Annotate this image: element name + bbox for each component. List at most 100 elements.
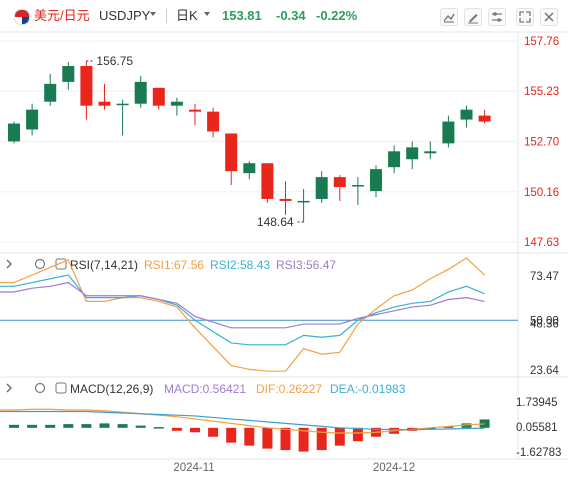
candle-body [333, 177, 346, 188]
rsi-series [0, 257, 518, 372]
current-price: 153.81 [222, 8, 262, 23]
macd-bar [226, 427, 237, 443]
period-selector[interactable]: 日K [176, 8, 198, 23]
macd-bar [63, 424, 74, 428]
price-tick-label: 157.76 [524, 36, 559, 48]
price-change-pct: -0.22% [316, 8, 358, 23]
macd-bar [81, 424, 92, 428]
macd-tick-label: -1.62783 [516, 447, 561, 459]
macd-bar [443, 426, 454, 428]
macd-bar [135, 425, 146, 428]
macd-bar [280, 427, 291, 451]
macd-bar [352, 427, 363, 442]
dea-value: DEA:-0.01983 [330, 382, 406, 396]
macd-tick-label: 1.73945 [516, 397, 558, 409]
candle-body [297, 200, 310, 203]
price-tick-label: 150.16 [524, 187, 559, 199]
ticker-label[interactable]: USDJPY [99, 8, 151, 23]
candle-body [44, 83, 57, 102]
rsi-line-1 [0, 257, 486, 372]
settings-icon[interactable] [34, 382, 46, 394]
chart-type-icon[interactable] [440, 8, 458, 26]
macd-line-dea [0, 410, 485, 431]
rsi2-value: RSI2:58.43 [210, 258, 270, 272]
candle-body [478, 115, 491, 122]
collapse-icon[interactable] [6, 383, 12, 393]
candle-body [351, 185, 364, 187]
macd-bar [479, 419, 490, 428]
flag-icon [14, 9, 30, 25]
rsi-legend: RSI(7,14,21) RSI1:67.56 RSI2:58.43 RSI3:… [6, 258, 336, 272]
candlestick-series [8, 61, 491, 222]
macd-bar [117, 424, 128, 428]
candle-body [406, 147, 419, 160]
high-annotation: 156.75 [96, 54, 133, 68]
price-tick-label: 155.23 [524, 86, 559, 98]
rsi-tick-label: 73.47 [530, 271, 559, 283]
candle-body [207, 111, 220, 132]
dif-value: DIF:0.26227 [256, 382, 322, 396]
macd-bar [425, 427, 436, 430]
candle-body [98, 101, 111, 106]
macd-bar [334, 427, 345, 446]
macd-bar [461, 423, 472, 428]
rsi3-value: RSI3:56.47 [276, 258, 336, 272]
close-icon[interactable] [540, 8, 558, 26]
chevron-down-icon[interactable] [204, 12, 210, 16]
candle-body [460, 109, 473, 120]
settings-icon[interactable] [34, 258, 46, 270]
indicator-menu-icon[interactable] [55, 258, 67, 270]
symbol-name[interactable]: 美元/日元 [34, 8, 90, 23]
candle-body [152, 87, 165, 106]
price-change: -0.34 [276, 8, 306, 23]
macd-bar [244, 427, 255, 446]
price-tick-label: 152.70 [524, 136, 559, 148]
macd-bar [27, 424, 38, 428]
macd-bar [153, 427, 164, 429]
candle-body [62, 66, 75, 82]
candle-body [170, 101, 183, 106]
macd-lines [0, 408, 485, 434]
indicator-menu-icon[interactable] [55, 382, 67, 394]
macd-bar [262, 427, 273, 449]
candle-body [26, 109, 39, 130]
macd-histogram [9, 419, 490, 452]
candle-body [261, 163, 274, 199]
macd-title: MACD(12,26,9) [70, 382, 153, 396]
macd-bar [316, 427, 327, 451]
macd-value: MACD:0.56421 [164, 382, 246, 396]
candle-body [225, 133, 238, 172]
candle-body [134, 81, 147, 104]
candle-body [442, 121, 455, 144]
macd-bar [9, 424, 19, 428]
macd-tick-label: 0.05581 [516, 422, 558, 434]
x-tick-label: 2024-12 [373, 462, 415, 474]
macd-bar [45, 424, 56, 428]
candle-body [315, 177, 328, 199]
x-axis: 2024-11 2024-12 [173, 462, 415, 474]
macd-legend: MACD(12,26,9) MACD:0.56421 DIF:0.26227 D… [6, 382, 406, 396]
candle-body [116, 103, 129, 106]
price-tick-label: 147.63 [524, 237, 559, 249]
rsi-line-3 [0, 281, 485, 329]
macd-bar [298, 427, 309, 452]
draw-icon[interactable] [464, 8, 482, 26]
candle-body [80, 66, 93, 106]
divider [166, 9, 167, 23]
chevron-down-icon[interactable] [150, 12, 156, 16]
rsi-line-2 [0, 274, 485, 346]
chart-header: 美元/日元 USDJPY 日K 153.81 -0.34 -0.22% [0, 0, 568, 32]
candle-body [8, 123, 20, 142]
fullscreen-icon[interactable] [516, 8, 534, 26]
rsi1-value: RSI1:67.56 [144, 258, 204, 272]
candle-body [424, 151, 437, 154]
macd-bar [99, 423, 110, 428]
low-annotation: 148.64 [257, 215, 294, 229]
price-axis: 157.76 155.23 152.70 150.16 147.63 [524, 36, 559, 249]
settings-icon[interactable] [488, 8, 506, 26]
macd-bar [171, 427, 182, 431]
collapse-icon[interactable] [6, 259, 12, 269]
macd-bar [208, 427, 219, 437]
